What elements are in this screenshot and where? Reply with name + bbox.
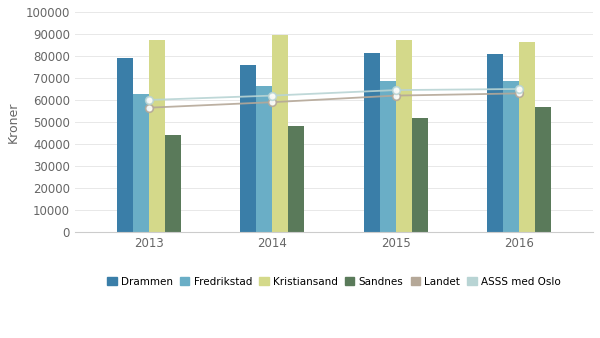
Bar (535, 106, 551, 232)
Landet (145, 106, 152, 110)
Landet (269, 100, 276, 104)
Bar (272, 35, 288, 232)
ASSS med Oslo (145, 98, 152, 102)
Bar (240, 65, 256, 232)
Bar (395, 40, 412, 232)
Bar (288, 126, 304, 232)
Bar (503, 81, 519, 232)
Legend: Drammen, Fredrikstad, Kristiansand, Sandnes, Landet, ASSS med Oslo: Drammen, Fredrikstad, Kristiansand, Sand… (103, 272, 565, 291)
Bar (412, 118, 428, 232)
Bar (165, 135, 181, 232)
Y-axis label: Kroner: Kroner (7, 101, 20, 143)
ASSS med Oslo (392, 88, 399, 92)
Landet (515, 91, 523, 95)
ASSS med Oslo (515, 87, 523, 91)
Line: ASSS med Oslo: ASSS med Oslo (145, 85, 523, 104)
Bar (519, 42, 535, 232)
Bar (116, 58, 133, 232)
Bar (149, 40, 165, 232)
Line: Landet: Landet (145, 90, 523, 112)
Bar (380, 81, 395, 232)
ASSS med Oslo (269, 94, 276, 98)
Bar (256, 86, 272, 232)
Landet (392, 94, 399, 98)
Bar (364, 53, 380, 232)
Bar (133, 94, 149, 232)
Bar (487, 54, 503, 232)
